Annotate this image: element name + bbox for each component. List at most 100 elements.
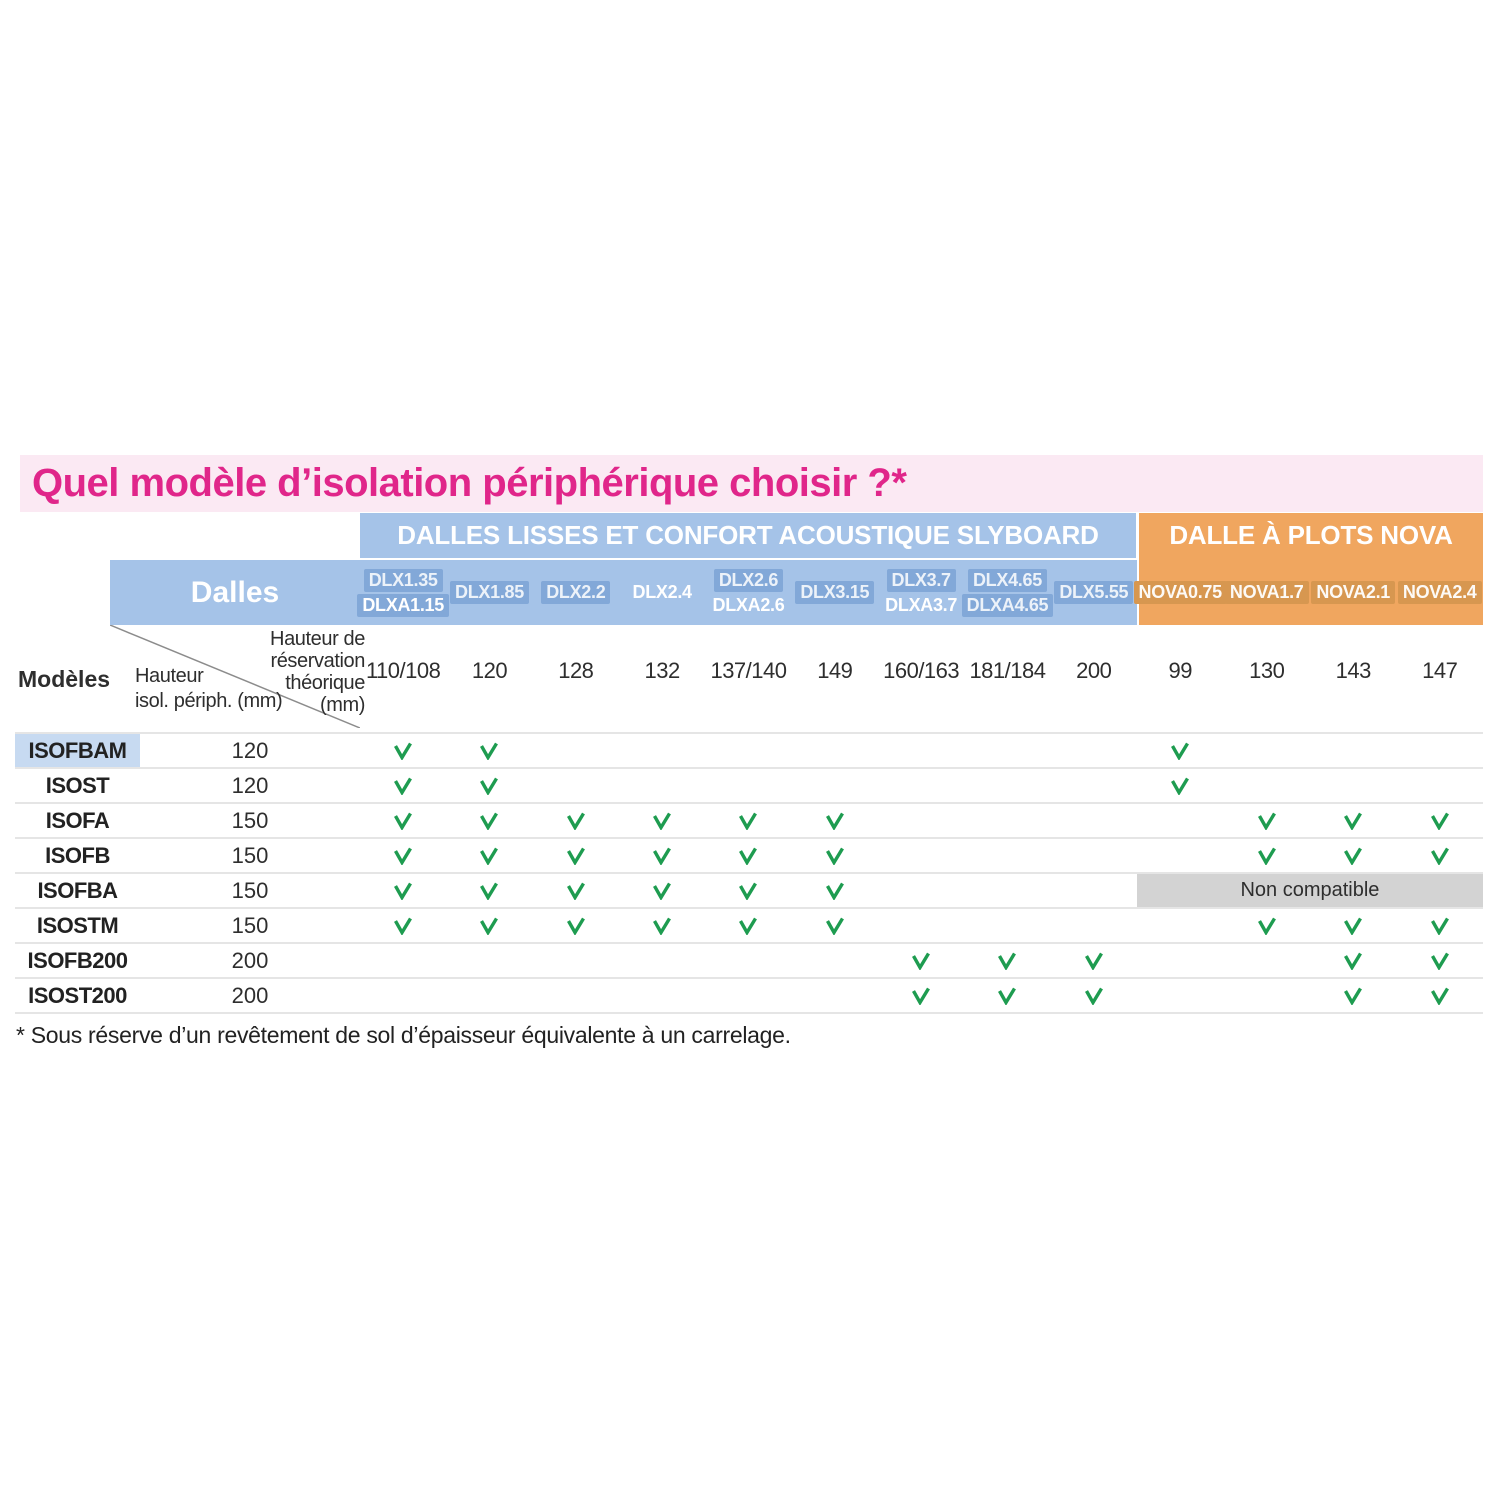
compat-cell (1310, 979, 1397, 1012)
hauteur-value: 200 (231, 982, 269, 1008)
slab-model-label: DLX2.2 (541, 581, 611, 604)
column-headers: DLX1.35 DLXA1.15 DLX1.85 DLX2.2 DLX2.4 DLX2.6… (357, 560, 1483, 625)
check-icon (998, 952, 1017, 970)
hauteur-header-line1: Hauteur (135, 665, 204, 687)
page-title: Quel modèle d’isolation périphérique cho… (32, 461, 907, 505)
compat-cell (964, 944, 1050, 977)
compat-cell (1396, 909, 1483, 942)
reservation-value: 132 (644, 658, 681, 683)
column-header: NOVA2.1 (1310, 560, 1397, 625)
model-name: ISOST200 (28, 982, 127, 1008)
table-row: ISOFB200 200 (15, 944, 1483, 979)
compat-cell (1396, 979, 1483, 1012)
check-icon (1430, 987, 1449, 1005)
compat-cell (446, 874, 532, 907)
check-icon (1171, 742, 1190, 760)
compat-cell (705, 839, 791, 872)
compat-cell (1396, 839, 1483, 872)
check-icon (1430, 917, 1449, 935)
check-icon (394, 777, 413, 795)
compat-cell (1223, 979, 1310, 1012)
compat-cell (1396, 769, 1483, 802)
compat-cell (619, 804, 705, 837)
reservation-value: 110/108 (365, 658, 441, 683)
compat-cell (792, 734, 878, 767)
compat-cell (1223, 804, 1310, 837)
compat-cell (1051, 769, 1137, 802)
compat-cell (1051, 734, 1137, 767)
check-icon (739, 847, 758, 865)
compat-cell (1310, 734, 1397, 767)
check-icon (1430, 952, 1449, 970)
check-icon (1344, 812, 1363, 830)
slab-model-label: DLXA1.15 (357, 593, 449, 617)
check-icon (739, 882, 758, 900)
compat-cell (446, 979, 532, 1012)
slab-model-label: NOVA2.1 (1311, 581, 1395, 604)
model-name: ISOFBA (37, 877, 118, 903)
compat-cell (1310, 769, 1397, 802)
check-icon (1430, 812, 1449, 830)
compat-cell (1051, 874, 1137, 907)
table-row: ISOFA 150 (15, 804, 1483, 839)
compat-cell (360, 874, 446, 907)
check-icon (825, 812, 844, 830)
compat-cell (1310, 839, 1397, 872)
reservation-value: 149 (817, 658, 853, 683)
compat-cell (1137, 804, 1224, 837)
check-icon (1171, 777, 1190, 795)
check-icon (825, 882, 844, 900)
table-row: ISOFBA 150 Non compatible (15, 874, 1483, 909)
reservation-header-line1: Hauteur de réservation (270, 628, 365, 672)
column-header: DLX3.15 (792, 560, 878, 625)
model-name: ISOSTM (36, 912, 119, 938)
hauteur-value: 200 (231, 947, 269, 973)
check-icon (480, 777, 499, 795)
compat-cell (1051, 944, 1137, 977)
modeles-label: Modèles (18, 666, 111, 692)
check-icon (1084, 952, 1103, 970)
compat-cell (446, 839, 532, 872)
table-row: ISOST 120 (15, 769, 1483, 804)
reservation-value: 137/140 (710, 658, 787, 683)
compat-cell (1137, 839, 1224, 872)
title-band: Quel modèle d’isolation périphérique cho… (20, 455, 1483, 512)
slab-model-label: NOVA2.4 (1397, 581, 1482, 604)
slab-model-label: DLX4.65 (967, 568, 1047, 592)
slab-model-label: DLXA2.6 (712, 594, 785, 615)
compat-cell (360, 804, 446, 837)
compat-cell (619, 874, 705, 907)
check-icon (912, 987, 931, 1005)
reservation-header-line2: théorique (285, 672, 365, 694)
check-icon (480, 812, 499, 830)
compat-cell (1051, 839, 1137, 872)
compat-cell (446, 944, 532, 977)
slab-model-label: NOVA1.7 (1224, 581, 1309, 604)
compat-cell (619, 734, 705, 767)
hauteur-value: 150 (231, 807, 269, 833)
group-header-slyboard-label: DALLES LISSES ET CONFORT ACOUSTIQUE SLYB… (397, 520, 1099, 550)
slab-model-label: DLX3.7 (886, 568, 956, 592)
compat-cell (1310, 909, 1397, 942)
compat-cell (705, 909, 791, 942)
slab-model-label: DLX1.85 (450, 581, 529, 604)
check-icon (998, 987, 1017, 1005)
compat-cell (533, 804, 619, 837)
model-name: ISOFB (45, 842, 110, 868)
compat-cell (446, 734, 532, 767)
reservation-row: 110/108 120 128 132 137/140 149 160/163 181/184… (360, 658, 1483, 684)
reservation-value: 147 (1422, 658, 1458, 683)
reservation-header-line3: (mm) (319, 694, 365, 716)
reservation-value: 99 (1168, 658, 1192, 683)
compat-cell (619, 769, 705, 802)
compat-cell (1051, 804, 1137, 837)
table-row: ISOFBAM 120 (15, 734, 1483, 769)
check-icon (394, 847, 413, 865)
compat-cell (533, 979, 619, 1012)
reservation-value: 128 (558, 658, 594, 683)
column-header: DLX2.4 (619, 560, 705, 625)
compat-cell (533, 874, 619, 907)
compat-cell (619, 979, 705, 1012)
slab-model-label: DLXA3.7 (885, 594, 958, 615)
hauteur-value: 120 (231, 772, 269, 798)
